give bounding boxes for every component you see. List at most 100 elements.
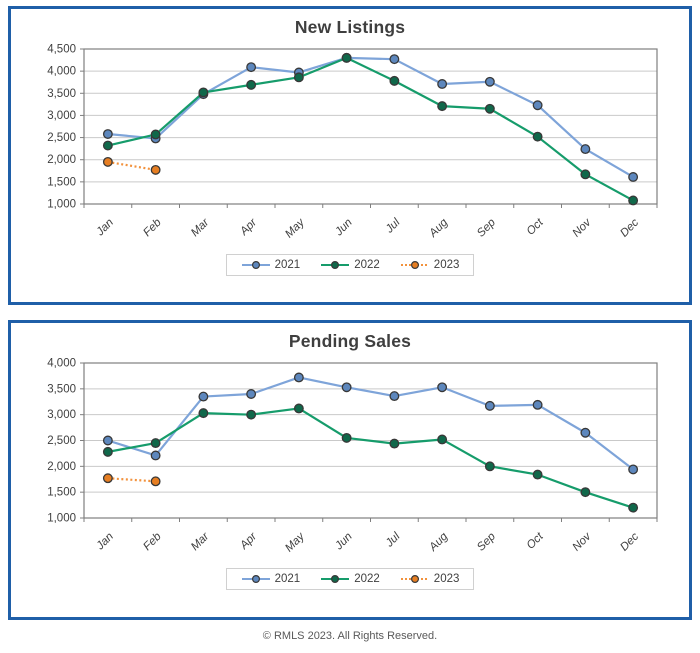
x-tick-label: Feb bbox=[141, 216, 164, 239]
legend-swatch-2023 bbox=[400, 574, 429, 584]
series-line-2023 bbox=[107, 160, 156, 171]
data-point-2021-Jun bbox=[341, 382, 352, 393]
plot-border bbox=[83, 48, 658, 205]
x-tick-label: Jul bbox=[383, 216, 403, 236]
legend-item-2023: 2023 bbox=[400, 259, 460, 271]
x-tick-label: Jan bbox=[94, 531, 116, 553]
legend-label-2022: 2022 bbox=[354, 573, 380, 585]
data-point-2021-Nov bbox=[580, 144, 591, 155]
y-tick-label: 1,500 bbox=[47, 487, 76, 499]
x-tick-label: Oct bbox=[525, 216, 547, 238]
x-tick-label: May bbox=[283, 530, 308, 555]
data-point-2021-Oct bbox=[532, 100, 543, 111]
series-line-2021 bbox=[107, 56, 634, 178]
data-point-2022-Jul bbox=[389, 75, 400, 86]
data-point-2021-Aug bbox=[437, 79, 448, 89]
legend-swatch-2022 bbox=[321, 574, 350, 584]
x-tick-label: Apr bbox=[237, 216, 260, 239]
new-listings-title: New Listings bbox=[294, 17, 406, 37]
legend-item-2022: 2022 bbox=[320, 259, 380, 271]
legend-swatch-2021 bbox=[241, 574, 270, 584]
data-point-2022-Sep bbox=[484, 103, 495, 114]
data-point-2023-Jan bbox=[102, 156, 113, 167]
data-point-2022-Dec bbox=[628, 502, 639, 513]
data-point-2021-Jan bbox=[102, 129, 113, 139]
data-point-2023-Feb bbox=[150, 476, 161, 487]
y-tick-label: 4,000 bbox=[47, 66, 76, 78]
x-tick-label: Mar bbox=[189, 216, 212, 239]
legend-label-2021: 2021 bbox=[274, 573, 301, 585]
data-point-2021-Apr bbox=[246, 62, 257, 73]
data-point-2021-Mar bbox=[198, 391, 209, 402]
new-listings-panel: New Listings 1,000 1,500 2,000 2,500 3,000 3,… bbox=[8, 6, 692, 305]
y-tick-label: 2,000 bbox=[47, 461, 76, 473]
data-point-2022-Oct bbox=[532, 131, 543, 142]
y-tick-label: 1,000 bbox=[47, 513, 76, 525]
y-tick-label: 3,500 bbox=[47, 383, 76, 395]
x-tick-label: May bbox=[283, 216, 308, 241]
legend-swatch-2021 bbox=[241, 260, 270, 270]
data-point-2021-Aug bbox=[437, 382, 448, 393]
data-point-2022-Nov bbox=[580, 487, 591, 498]
data-point-2022-Jun bbox=[341, 52, 352, 63]
y-tick-label: 1,000 bbox=[47, 199, 76, 211]
x-tick-label: Nov bbox=[571, 530, 595, 554]
legend-marker bbox=[331, 260, 340, 270]
legend-marker bbox=[410, 574, 419, 584]
x-tick-label: Sep bbox=[475, 530, 498, 553]
legend-item-2021: 2021 bbox=[241, 259, 300, 271]
data-point-2023-Feb bbox=[150, 164, 161, 175]
data-point-2021-Jul bbox=[389, 391, 400, 402]
legend-marker bbox=[410, 260, 419, 270]
x-tick-label: Nov bbox=[571, 216, 595, 240]
data-point-2021-Nov bbox=[580, 427, 591, 438]
data-point-2022-Jan bbox=[102, 140, 113, 151]
y-tick-label: 3,000 bbox=[47, 409, 76, 421]
data-point-2022-Jul bbox=[389, 438, 400, 449]
data-point-2022-Nov bbox=[580, 169, 591, 180]
data-point-2022-Apr bbox=[246, 79, 257, 90]
data-point-2021-Apr bbox=[246, 389, 257, 399]
x-tick-label: Oct bbox=[525, 530, 547, 552]
data-point-2022-Feb bbox=[150, 129, 161, 140]
legend-item-2021: 2021 bbox=[241, 573, 301, 585]
data-point-2021-Jan bbox=[102, 435, 113, 446]
y-tick-label: 2,000 bbox=[47, 154, 76, 166]
legend-label-2022: 2022 bbox=[354, 259, 380, 271]
data-point-2021-Dec bbox=[628, 464, 639, 475]
x-tick-label: Apr bbox=[237, 530, 260, 553]
y-tick-label: 3,000 bbox=[47, 110, 76, 122]
data-point-2021-May bbox=[293, 372, 304, 383]
x-tick-label: Jun bbox=[332, 531, 354, 553]
legend-label-2023: 2023 bbox=[433, 259, 460, 271]
y-tick-label: 4,500 bbox=[47, 44, 76, 56]
data-point-2022-May bbox=[293, 403, 304, 414]
data-point-2021-Jul bbox=[389, 54, 400, 65]
x-tick-label: Jan bbox=[94, 217, 116, 239]
data-point-2022-Oct bbox=[532, 469, 543, 480]
x-tick-label: Dec bbox=[618, 216, 641, 239]
pending-sales-panel: Pending Sales 1,000 1,500 2,000 2,500 3,000 3… bbox=[8, 320, 692, 620]
data-point-2022-Feb bbox=[150, 438, 161, 449]
x-tick-label: Mar bbox=[189, 530, 212, 553]
y-tick-label: 4,000 bbox=[47, 358, 76, 370]
legend-swatch-2023 bbox=[400, 260, 429, 270]
x-tick-label: Feb bbox=[141, 530, 164, 553]
copyright-text: © RMLS 2023. All Rights Reserved. bbox=[262, 630, 438, 642]
data-point-2022-Sep bbox=[484, 461, 495, 472]
data-point-2022-Mar bbox=[198, 87, 209, 98]
data-point-2021-Sep bbox=[484, 400, 495, 411]
legend-marker bbox=[251, 260, 260, 270]
data-point-2022-Jan bbox=[102, 446, 113, 457]
data-point-2022-Aug bbox=[437, 434, 448, 445]
data-point-2021-Oct bbox=[532, 399, 543, 410]
x-tick-label: Aug bbox=[427, 216, 451, 240]
pending-sales-title: Pending Sales bbox=[288, 331, 412, 351]
new-listings-chart: 1,000 1,500 2,000 2,500 3,000 3,500 4,000 4,500… bbox=[47, 44, 658, 241]
pending-sales-chart: 1,000 1,500 2,000 2,500 3,000 3,500 4,000 Jan Fe… bbox=[47, 358, 658, 555]
y-tick-label: 1,500 bbox=[47, 176, 76, 188]
legend-label-2023: 2023 bbox=[433, 573, 460, 585]
series-line-2022 bbox=[107, 56, 634, 202]
data-point-2022-Apr bbox=[246, 409, 257, 420]
x-tick-label: Sep bbox=[475, 216, 498, 239]
